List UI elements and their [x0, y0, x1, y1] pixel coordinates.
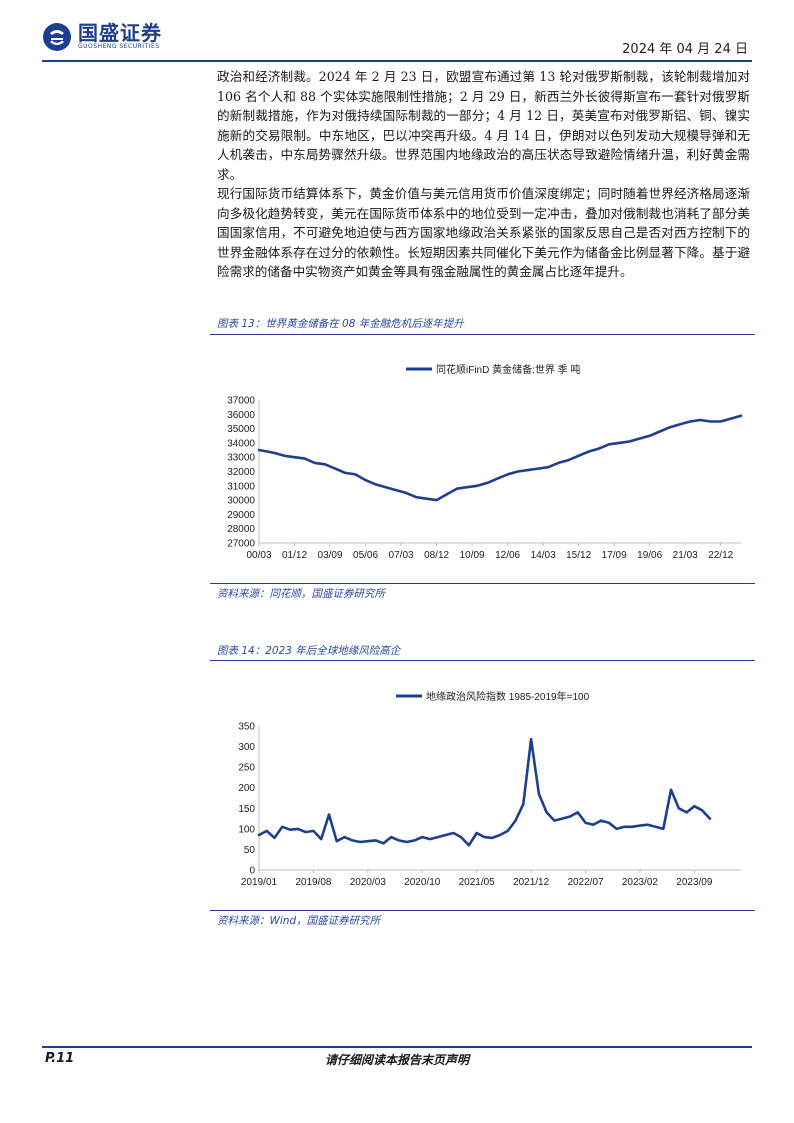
x-tick-label: 22/12	[708, 550, 733, 561]
x-tick-label: 19/06	[637, 550, 662, 561]
x-tick-label: 21/03	[673, 550, 698, 561]
x-tick-label: 14/03	[531, 550, 556, 561]
page-number: P.11	[45, 1051, 75, 1066]
logo-en-text: GUOSHENG SECURITIES	[78, 43, 160, 50]
x-tick-label: 2020/03	[350, 877, 387, 888]
series-line	[257, 737, 712, 847]
x-tick-label: 08/12	[424, 550, 449, 561]
logo-cn-text: 国盛证券	[78, 21, 162, 45]
y-tick-label: 100	[238, 824, 255, 835]
y-tick-label: 250	[238, 763, 255, 774]
footer-disclaimer: 请仔细阅读本报告末页声明	[324, 1053, 469, 1067]
y-tick-label: 0	[249, 866, 255, 877]
y-tick-label: 34000	[227, 438, 255, 449]
y-tick-label: 28000	[227, 524, 255, 535]
x-tick-label: 2019/08	[295, 877, 332, 888]
paragraph: 政治和经济制裁。2024 年 2 月 23 日，欧盟宣布通过第 13 轮对俄罗斯…	[217, 69, 750, 182]
y-tick-label: 50	[244, 845, 256, 856]
x-tick-label: 17/09	[602, 550, 627, 561]
y-tick-label: 37000	[227, 396, 255, 407]
x-tick-label: 2019/01	[241, 877, 278, 888]
paragraph: 现行国际货币结算体系下，黄金价值与美元信用货币价值深度绑定；同时随着世界经济格局…	[217, 186, 750, 279]
gold-reserve-chart: 同花顺iFinD 黄金储备:世界 季 吨 27000 28000 29000 30000…	[227, 363, 743, 561]
x-tick-label: 12/06	[495, 550, 520, 561]
footer-divider	[42, 1046, 752, 1048]
x-tick-label: 15/12	[566, 550, 591, 561]
y-tick-label: 33000	[227, 453, 255, 464]
series-line	[257, 414, 743, 502]
x-tick-label: 2022/07	[567, 877, 604, 888]
x-tick-label: 01/12	[282, 550, 307, 561]
figure-13-title: 图表 13：世界黄金储备在 08 年金融危机后逐年提升	[217, 318, 464, 330]
figure-14-bottom-rule	[210, 910, 755, 911]
y-tick-label: 27000	[227, 539, 255, 550]
y-tick-label: 35000	[227, 424, 255, 435]
figure-14-top-rule	[210, 660, 755, 661]
legend-label: 地缘政治风险指数 1985-2019年=100	[426, 690, 590, 703]
figure-14-title: 图表 14：2023 年后全球地缘风险高企	[217, 645, 401, 657]
figure-13-bottom-rule	[210, 583, 755, 584]
figure-13-top-rule	[210, 334, 755, 335]
chart-legend: 同花顺iFinD 黄金储备:世界 季 吨	[406, 363, 580, 376]
x-tick-label: 2023/09	[676, 877, 713, 888]
x-tick-label: 2023/02	[622, 877, 659, 888]
header-divider	[42, 60, 752, 62]
x-tick-label: 07/03	[389, 550, 414, 561]
y-tick-label: 31000	[227, 481, 255, 492]
body-text: 政治和经济制裁。2024 年 2 月 23 日，欧盟宣布通过第 13 轮对俄罗斯…	[217, 67, 750, 282]
y-tick-label: 29000	[227, 510, 255, 521]
x-tick-label: 03/09	[318, 550, 343, 561]
y-tick-label: 350	[238, 722, 255, 733]
chart-legend: 地缘政治风险指数 1985-2019年=100	[396, 690, 590, 703]
page-header: 国盛证券 GUOSHENG SECURITIES 2024 年 04 月 24 …	[0, 0, 794, 62]
y-tick-label: 32000	[227, 467, 255, 478]
x-tick-label: 00/03	[246, 550, 271, 561]
y-tick-label: 36000	[227, 410, 255, 421]
company-logo: 国盛证券 GUOSHENG SECURITIES	[42, 22, 162, 52]
x-tick-label: 2021/05	[459, 877, 496, 888]
geopolitical-risk-chart: 地缘政治风险指数 1985-2019年=100 0 50 100 150 200 250 30…	[238, 690, 741, 888]
legend-label: 同花顺iFinD 黄金储备:世界 季 吨	[436, 363, 580, 376]
figure-13-source: 资料来源：同花顺，国盛证券研究所	[217, 588, 385, 600]
y-tick-label: 150	[238, 804, 255, 815]
x-tick-label: 2021/12	[513, 877, 550, 888]
report-date: 2024 年 04 月 24 日	[622, 42, 748, 57]
x-tick-label: 05/06	[353, 550, 378, 561]
x-tick-label: 10/09	[460, 550, 485, 561]
y-tick-label: 200	[238, 783, 255, 794]
logo-icon	[43, 23, 71, 51]
x-tick-label: 2020/10	[404, 877, 441, 888]
y-tick-label: 30000	[227, 496, 255, 507]
figure-14-source: 资料来源：Wind，国盛证券研究所	[217, 915, 381, 927]
y-tick-label: 300	[238, 742, 255, 753]
